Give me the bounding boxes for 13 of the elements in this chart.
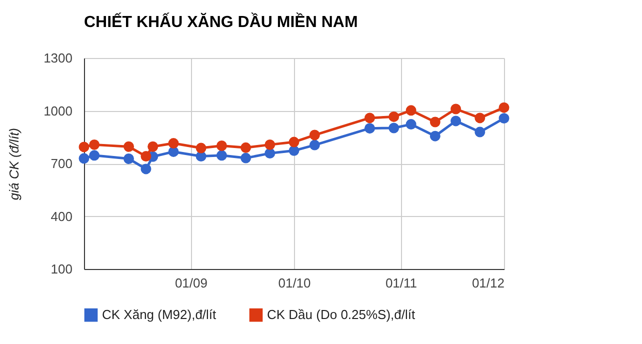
x-tick-label: 01/11 [385, 276, 418, 290]
y-tick-label: 700 [50, 156, 72, 171]
x-tick-label: 01/10 [278, 276, 311, 290]
legend-label: CK Dầu (Do 0.25%S),đ/lít [267, 307, 416, 322]
x-tick-label: 01/12 [472, 276, 504, 290]
y-tick-label: 400 [50, 208, 72, 224]
x-tick-label: 01/09 [174, 276, 208, 290]
y-axis-title: giá CK (đ/lít) [6, 128, 22, 200]
chart-title: CHIẾT KHẤU XĂNG DẦU MIỀN NAM [84, 12, 358, 31]
y-tick-label: 100 [50, 262, 72, 276]
y-tick-label: 1000 [44, 103, 72, 118]
legend-label: CK Xăng (M92),đ/lít [102, 307, 217, 322]
y-tick-label: 1300 [44, 50, 72, 66]
